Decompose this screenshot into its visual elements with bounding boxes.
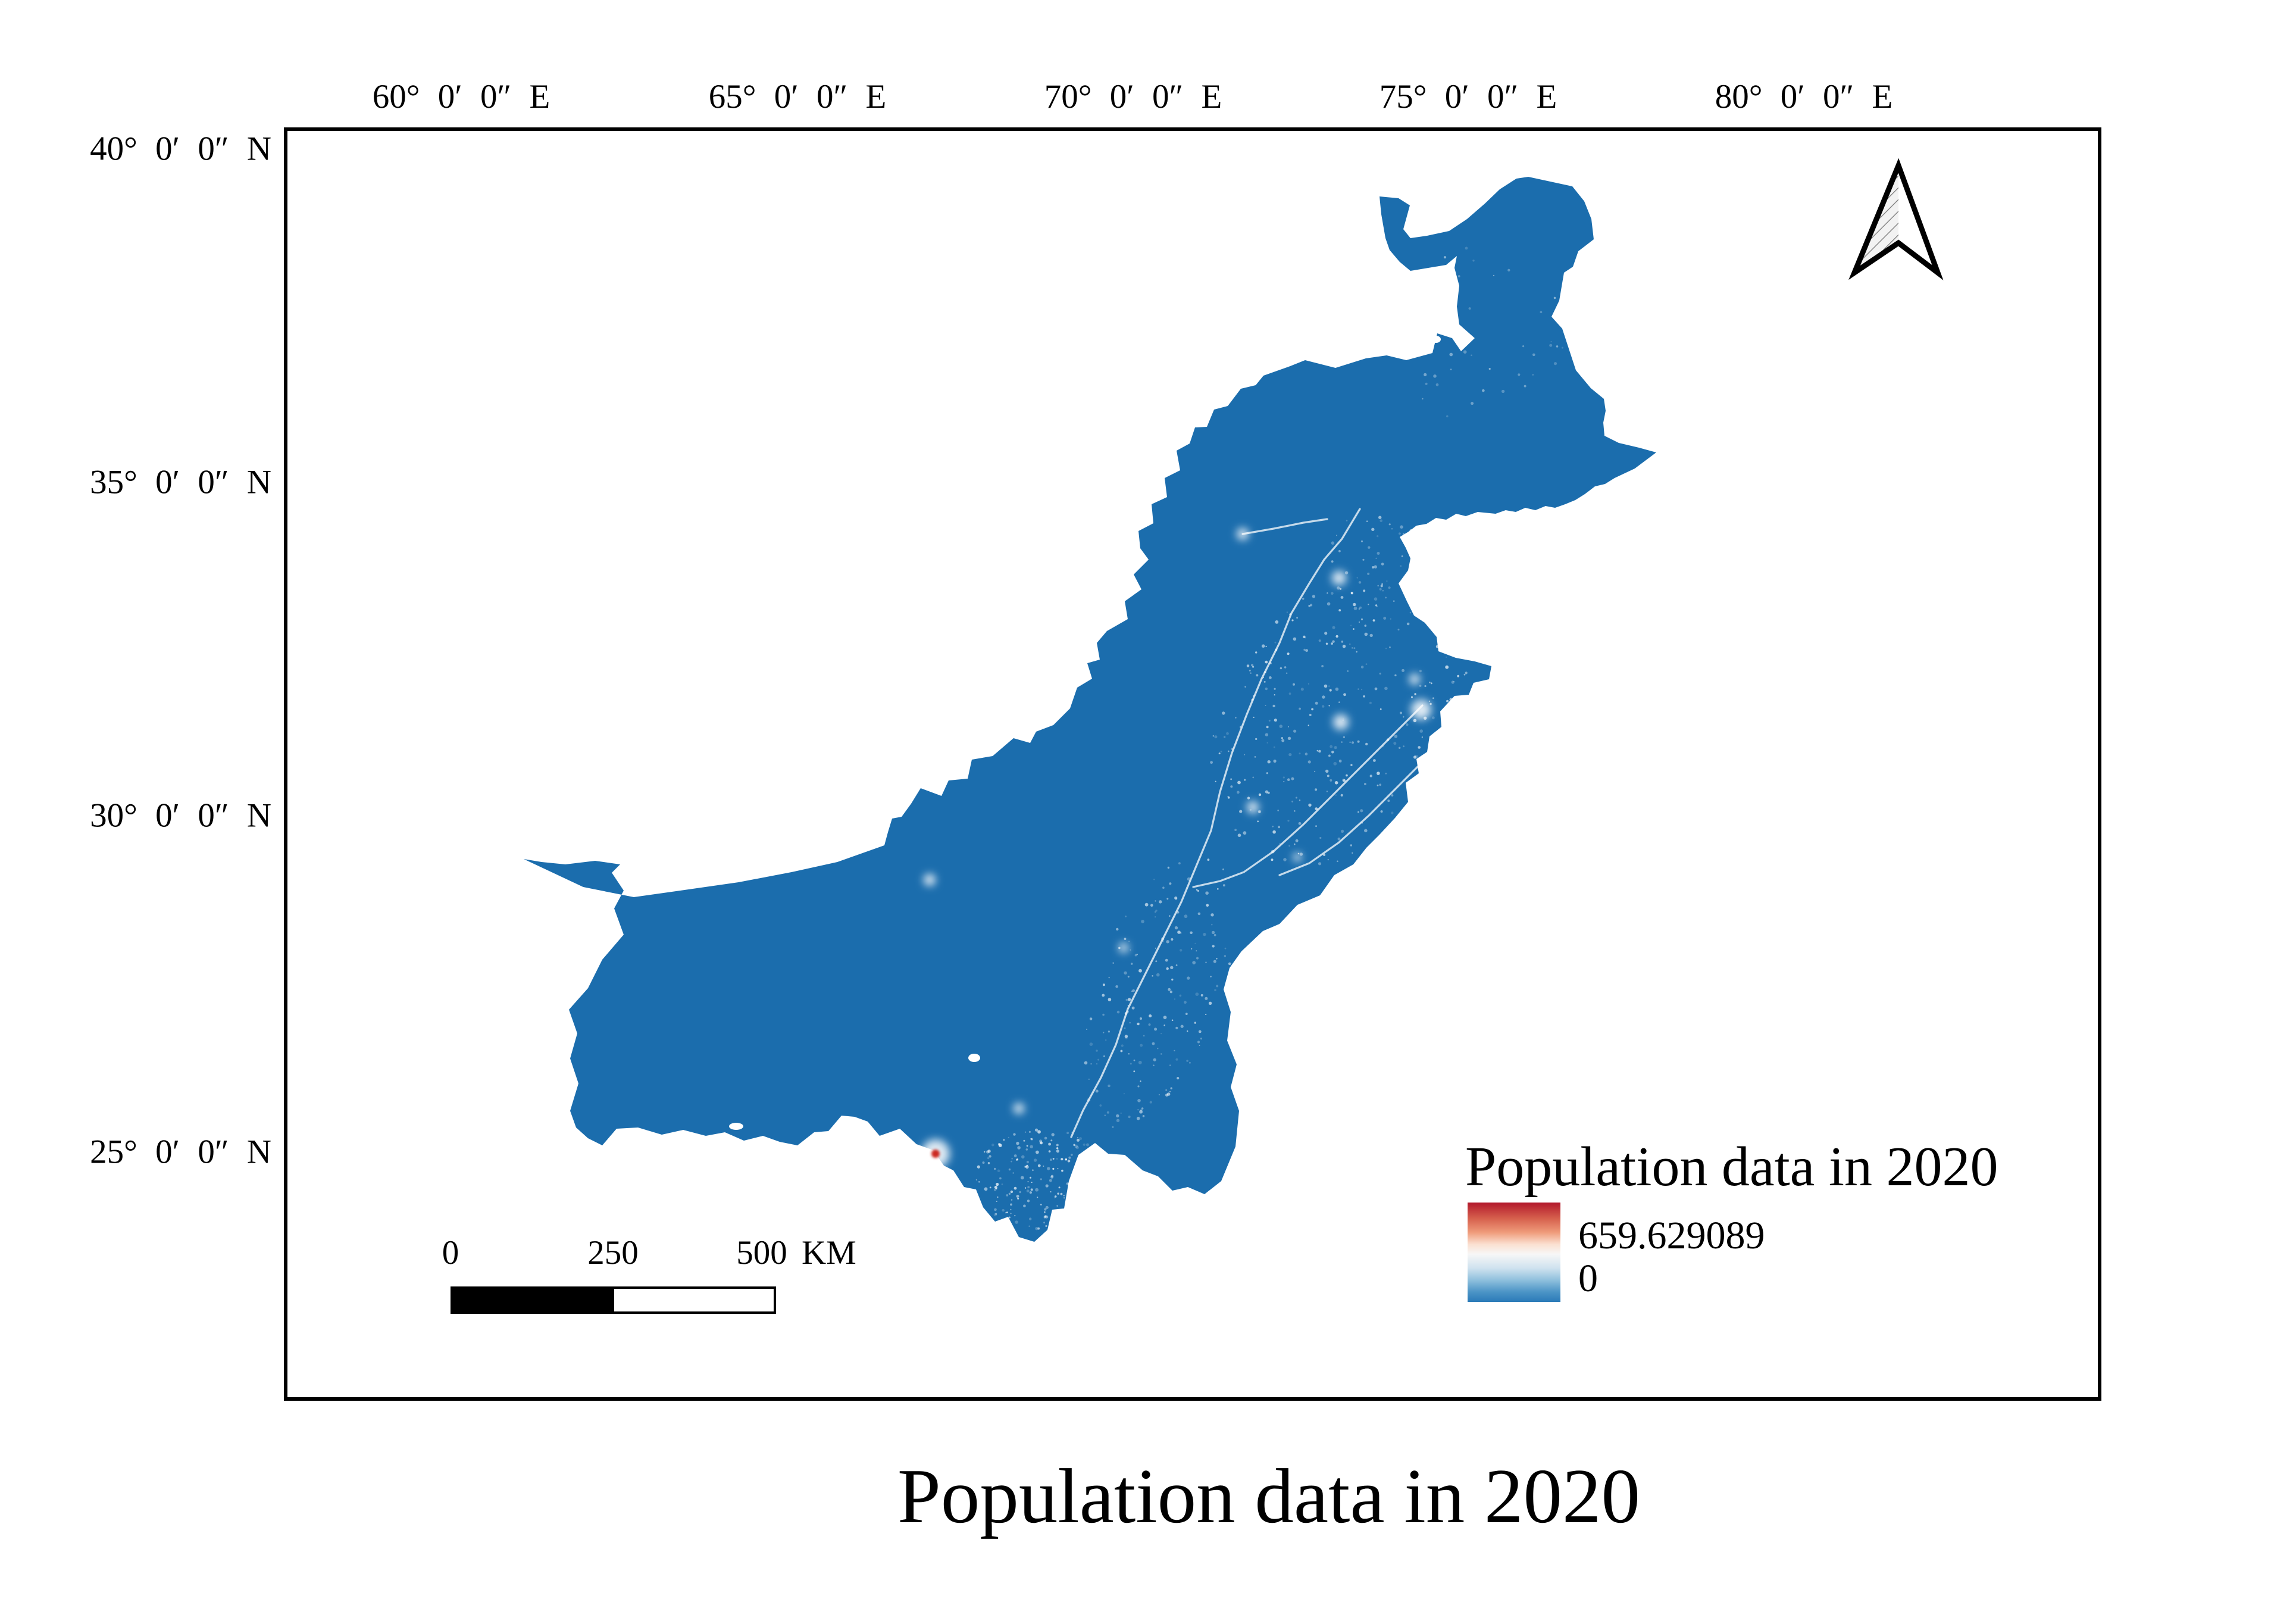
figure-title: Population data in 2020 [897,1453,1641,1539]
scale-bar [451,1286,776,1314]
top-axis-label: 80° 0′ 0″ E [1715,78,1893,115]
population-speckle-texture [975,246,1563,1236]
legend-max-value: 659.629089 [1578,1214,1765,1257]
left-axis-label: 35° 0′ 0″ N [90,463,271,501]
left-axis-label: 30° 0′ 0″ N [90,797,271,835]
scale-bar-label: 0 [442,1234,459,1272]
top-axis-label: 60° 0′ 0″ E [372,78,550,115]
legend-min-value: 0 [1578,1257,1598,1300]
left-axis-label: 25° 0′ 0″ N [90,1133,271,1171]
top-axis-label: 65° 0′ 0″ E [708,78,887,115]
scale-bar-label: 500 KM [736,1234,856,1272]
legend-title: Population data in 2020 [1465,1136,1998,1198]
left-axis-label: 40° 0′ 0″ N [90,130,271,168]
scale-bar-label: 250 [587,1234,639,1272]
city-glow-spots [921,528,1431,1168]
pakistan-raster-region [524,177,1656,1242]
lake-spots [729,336,1441,1130]
top-axis-label: 70° 0′ 0″ E [1044,78,1222,115]
north-arrow-icon [1848,158,1944,280]
map-frame [284,127,2101,1401]
top-axis-label: 75° 0′ 0″ E [1379,78,1557,115]
indus-river-lines [1070,508,1429,1138]
legend-color-ramp [1468,1203,1560,1302]
